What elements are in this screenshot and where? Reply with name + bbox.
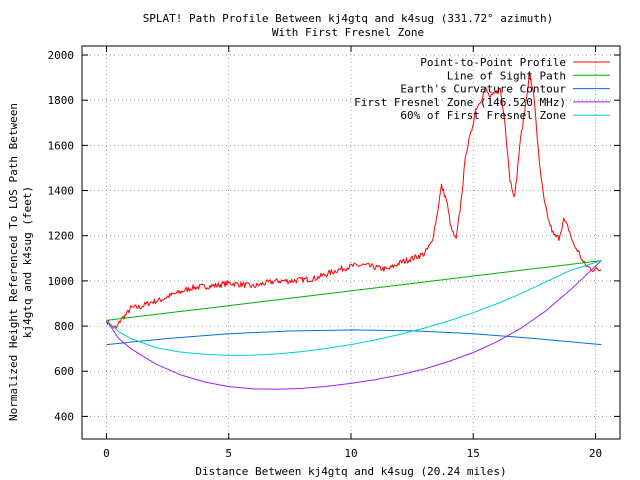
y-tick-label: 600 <box>54 365 74 378</box>
legend-label: Earth's Curvature Contour <box>400 83 566 96</box>
y-tick-label: 400 <box>54 410 74 423</box>
plot-frame <box>81 45 621 440</box>
plot-series <box>106 71 602 390</box>
y-axis-label-line1: Normalized Height Referenced To LOS Path… <box>7 103 20 421</box>
x-tick-label: 15 <box>467 447 480 460</box>
y-tick-label: 1800 <box>48 94 75 107</box>
legend-label: Point-to-Point Profile <box>420 56 566 69</box>
grid <box>82 46 620 439</box>
y-tick-label: 1200 <box>48 230 75 243</box>
series-line-0 <box>106 71 602 329</box>
x-axis-label: Distance Between kj4gtq and k4sug (20.24… <box>195 465 506 478</box>
x-tick-label: 10 <box>344 447 357 460</box>
series-line-3 <box>106 260 602 390</box>
y-tick-label: 1000 <box>48 275 75 288</box>
legend-label: First Fresnel Zone (146.520 MHz) <box>354 96 566 109</box>
y-tick-label: 1400 <box>48 185 75 198</box>
x-tick-label: 5 <box>225 447 232 460</box>
x-tick-label: 20 <box>589 447 602 460</box>
series-line-2 <box>106 329 602 346</box>
y-tick-label: 800 <box>54 320 74 333</box>
y-axis-label-line2: kj4gtq and k4sug (feet) <box>21 186 34 338</box>
series-line-1 <box>106 260 602 321</box>
chart-subtitle: With First Fresnel Zone <box>272 26 424 39</box>
y-tick-label: 1600 <box>48 139 75 152</box>
series-line-4 <box>106 260 602 356</box>
legend-label: 60% of First Fresnel Zone <box>400 109 566 122</box>
chart-title: SPLAT! Path Profile Between kj4gtq and k… <box>143 12 554 25</box>
x-tick-label: 0 <box>103 447 110 460</box>
axis-ticks: 0 5 10 15 20 400 600 800 1000 1200 1400 1600 1800 200… <box>48 46 620 460</box>
legend-label: Line of Sight Path <box>447 69 566 82</box>
y-tick-label: 2000 <box>48 49 75 62</box>
